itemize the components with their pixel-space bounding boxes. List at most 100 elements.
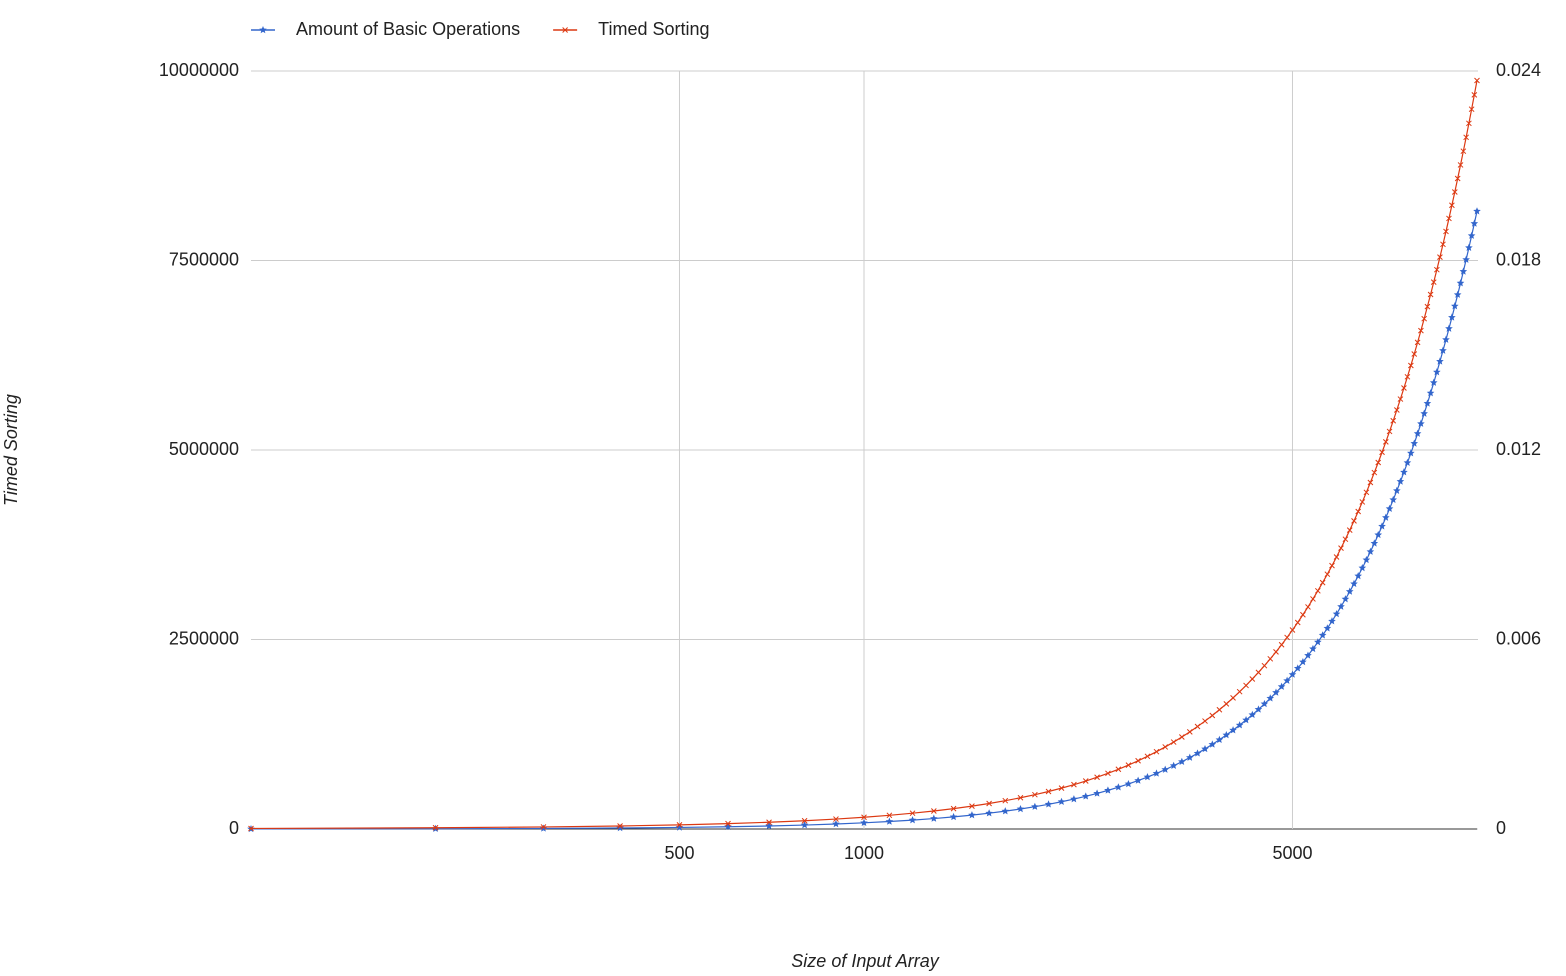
point (1267, 655, 1274, 662)
point (1002, 797, 1009, 804)
point (1374, 530, 1383, 539)
y-axis-title: Timed Sorting (1, 394, 21, 506)
point (930, 814, 938, 822)
point (1314, 587, 1321, 594)
point (1418, 327, 1424, 334)
point (908, 816, 917, 824)
point (1070, 795, 1078, 803)
point (1248, 710, 1257, 719)
point (1114, 783, 1123, 791)
point (1082, 778, 1089, 784)
point (1208, 740, 1217, 748)
point (1178, 757, 1186, 765)
point (1355, 508, 1362, 515)
point (1016, 804, 1025, 813)
x-tick-label: 5000 (1272, 843, 1312, 863)
point (1319, 579, 1326, 586)
point (1223, 701, 1230, 707)
point (1152, 769, 1161, 777)
point (1289, 627, 1296, 633)
point (1363, 489, 1370, 496)
series (248, 77, 1480, 832)
point (800, 821, 809, 829)
point (1451, 302, 1459, 310)
point (1433, 368, 1441, 376)
point (1134, 776, 1142, 784)
point (1341, 595, 1350, 603)
point (1277, 682, 1286, 690)
point (1283, 676, 1291, 684)
point (861, 814, 867, 821)
point (1017, 794, 1024, 801)
point (833, 816, 839, 822)
point (1375, 459, 1382, 466)
y2-tick-label: 0.018 (1496, 249, 1541, 269)
point (1144, 753, 1151, 760)
point (1397, 396, 1404, 402)
legend-marker (562, 27, 568, 33)
point (1001, 807, 1010, 815)
point (540, 824, 547, 830)
point (1407, 362, 1414, 369)
point (1202, 718, 1208, 724)
point (1260, 699, 1269, 708)
point (1443, 228, 1449, 235)
point (1396, 477, 1405, 485)
point (1459, 267, 1468, 275)
point (1170, 739, 1177, 745)
point (1429, 378, 1438, 386)
point (1437, 254, 1443, 260)
point (1411, 351, 1418, 357)
point (1304, 651, 1312, 659)
point (801, 817, 808, 824)
point (1333, 554, 1340, 560)
point (985, 809, 993, 817)
point (1456, 279, 1465, 287)
point (1249, 676, 1256, 682)
point (969, 803, 975, 809)
point (1161, 765, 1170, 773)
point (1446, 215, 1452, 222)
point (1153, 748, 1160, 755)
point (1230, 695, 1236, 701)
point (1071, 781, 1077, 788)
point (1354, 571, 1362, 580)
point (1266, 694, 1275, 702)
point (1031, 802, 1039, 810)
y-tick-label: 5000000 (169, 439, 239, 459)
point (1346, 527, 1353, 533)
point (1407, 449, 1415, 457)
point (1453, 290, 1462, 298)
point (1467, 231, 1476, 239)
y-tick-label: 10000000 (159, 60, 239, 80)
point (1124, 779, 1133, 788)
point (1254, 705, 1263, 713)
point (725, 820, 731, 827)
point (1194, 723, 1201, 730)
point (1342, 536, 1349, 543)
point (1337, 602, 1345, 610)
y2-tick-label: 0 (1496, 818, 1506, 838)
point (1178, 734, 1185, 740)
point (1403, 458, 1412, 466)
point (1081, 792, 1090, 800)
point (1382, 439, 1389, 445)
point (1104, 786, 1112, 794)
point (860, 818, 868, 827)
point (1448, 313, 1456, 321)
point (1328, 617, 1336, 625)
point (1423, 399, 1432, 407)
point (1393, 486, 1401, 494)
point (1094, 774, 1100, 781)
point (1235, 721, 1244, 729)
point (1426, 389, 1435, 397)
point (1454, 175, 1461, 182)
point (1358, 563, 1367, 572)
point (1261, 662, 1268, 669)
point (765, 821, 773, 830)
point (1420, 409, 1428, 417)
point (1430, 279, 1437, 285)
point (1329, 562, 1335, 569)
point (1367, 479, 1374, 486)
